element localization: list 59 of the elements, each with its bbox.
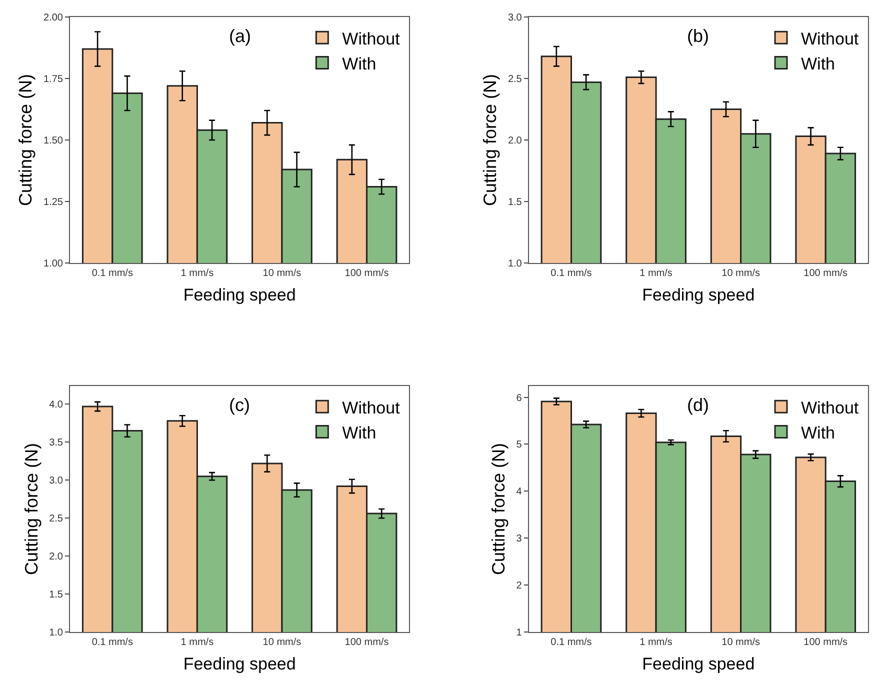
y-tick-label: 4.0: [49, 400, 64, 411]
x-axis-title: Feeding speed: [183, 285, 296, 304]
x-tick-label: 0.1 mm/s: [550, 637, 592, 648]
y-axis-title: Cutting force (N): [488, 442, 508, 576]
y-tick-label: 3.5: [49, 438, 64, 449]
y-tick-label: 6: [516, 392, 522, 404]
x-tick-label: 10 mm/s: [262, 637, 302, 648]
x-tick-label: 1 mm/s: [640, 268, 672, 279]
legend-label: Without: [342, 29, 400, 48]
y-tick-label: 3: [516, 534, 522, 545]
x-axis-title: Feeding speed: [642, 654, 755, 674]
y-tick-label: 1.25: [44, 197, 64, 208]
annotation: (c): [229, 395, 250, 415]
annotation: (b): [687, 26, 709, 46]
x-tick-label: 0.1 mm/s: [550, 268, 592, 279]
y-tick-label: 1.5: [508, 197, 522, 208]
annotation: (a): [229, 26, 251, 46]
y-tick-label: 1.5: [49, 590, 64, 601]
legend-label: With: [342, 423, 376, 442]
legend-label: Without: [801, 398, 859, 418]
y-tick-label: 1.0: [49, 628, 64, 638]
annotation: (d): [687, 395, 709, 415]
legend-label: With: [801, 423, 836, 442]
y-tick-label: 2.0: [508, 136, 522, 146]
x-tick-label: 10 mm/s: [722, 268, 760, 279]
y-axis-title: Cutting force (N): [16, 74, 36, 206]
y-axis-title: Cutting force (N): [21, 442, 42, 576]
y-tick-label: 2.0: [49, 552, 64, 563]
y-tick-label: 1.0: [508, 258, 522, 270]
legend-label: Without: [801, 29, 859, 48]
legend-label: With: [342, 54, 376, 74]
y-tick-label: 1: [516, 628, 522, 638]
x-tick-label: 10 mm/s: [262, 268, 302, 279]
y-axis-title: Cutting force (N): [480, 74, 500, 206]
x-tick-label: 100 mm/s: [804, 268, 848, 279]
y-tick-label: 4: [516, 486, 522, 498]
x-tick-label: 1 mm/s: [640, 637, 672, 648]
y-tick-label: 2.5: [508, 74, 522, 85]
x-tick-label: 100 mm/s: [344, 268, 389, 279]
y-tick-label: 2: [516, 580, 522, 592]
y-tick-label: 2.5: [49, 514, 64, 525]
x-tick-label: 10 mm/s: [722, 637, 760, 648]
x-tick-label: 100 mm/s: [804, 637, 848, 648]
y-tick-label: 1.00: [44, 258, 64, 270]
x-tick-label: 1 mm/s: [180, 268, 214, 279]
x-axis-title: Feeding speed: [183, 654, 296, 674]
x-tick-label: 0.1 mm/s: [92, 268, 133, 279]
x-tick-label: 1 mm/s: [180, 637, 214, 648]
legend-label: Without: [342, 398, 400, 418]
x-tick-label: 100 mm/s: [344, 637, 389, 648]
y-tick-label: 1.50: [44, 136, 64, 146]
y-tick-label: 5: [516, 440, 522, 451]
x-tick-label: 0.1 mm/s: [92, 637, 133, 648]
y-tick-label: 3.0: [508, 12, 522, 24]
y-tick-label: 3.0: [49, 476, 64, 487]
y-tick-label: 2.00: [44, 12, 64, 24]
x-axis-title: Feeding speed: [642, 285, 755, 304]
legend-label: With: [801, 54, 836, 74]
y-tick-label: 1.75: [44, 74, 64, 85]
